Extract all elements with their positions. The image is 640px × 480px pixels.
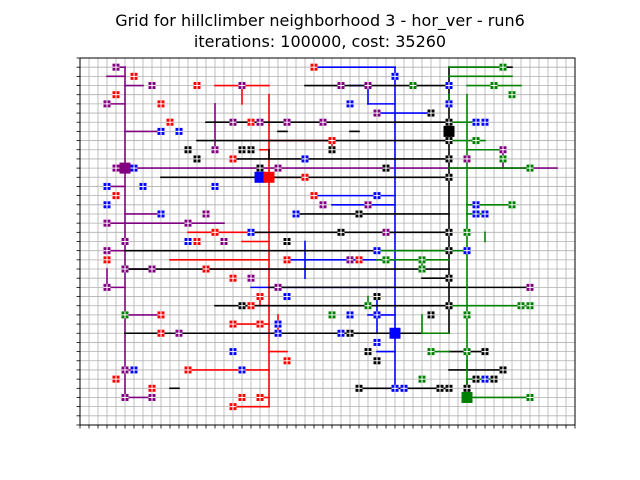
gate-cluster-marker	[263, 171, 275, 183]
chart-title: Grid for hillclimber neighborhood 3 - ho…	[115, 11, 525, 30]
gate-layer	[103, 63, 534, 411]
chart-title-block: Grid for hillclimber neighborhood 3 - ho…	[0, 10, 640, 52]
gate-cluster-marker	[119, 162, 131, 174]
gate-cluster-marker	[443, 125, 455, 137]
tick-layer	[76, 57, 576, 429]
chart-subtitle: iterations: 100000, cost: 35260	[193, 32, 447, 51]
gate-cluster-marker	[254, 171, 266, 183]
gate-cluster-marker	[389, 327, 401, 339]
gate-cluster-marker	[461, 391, 473, 403]
